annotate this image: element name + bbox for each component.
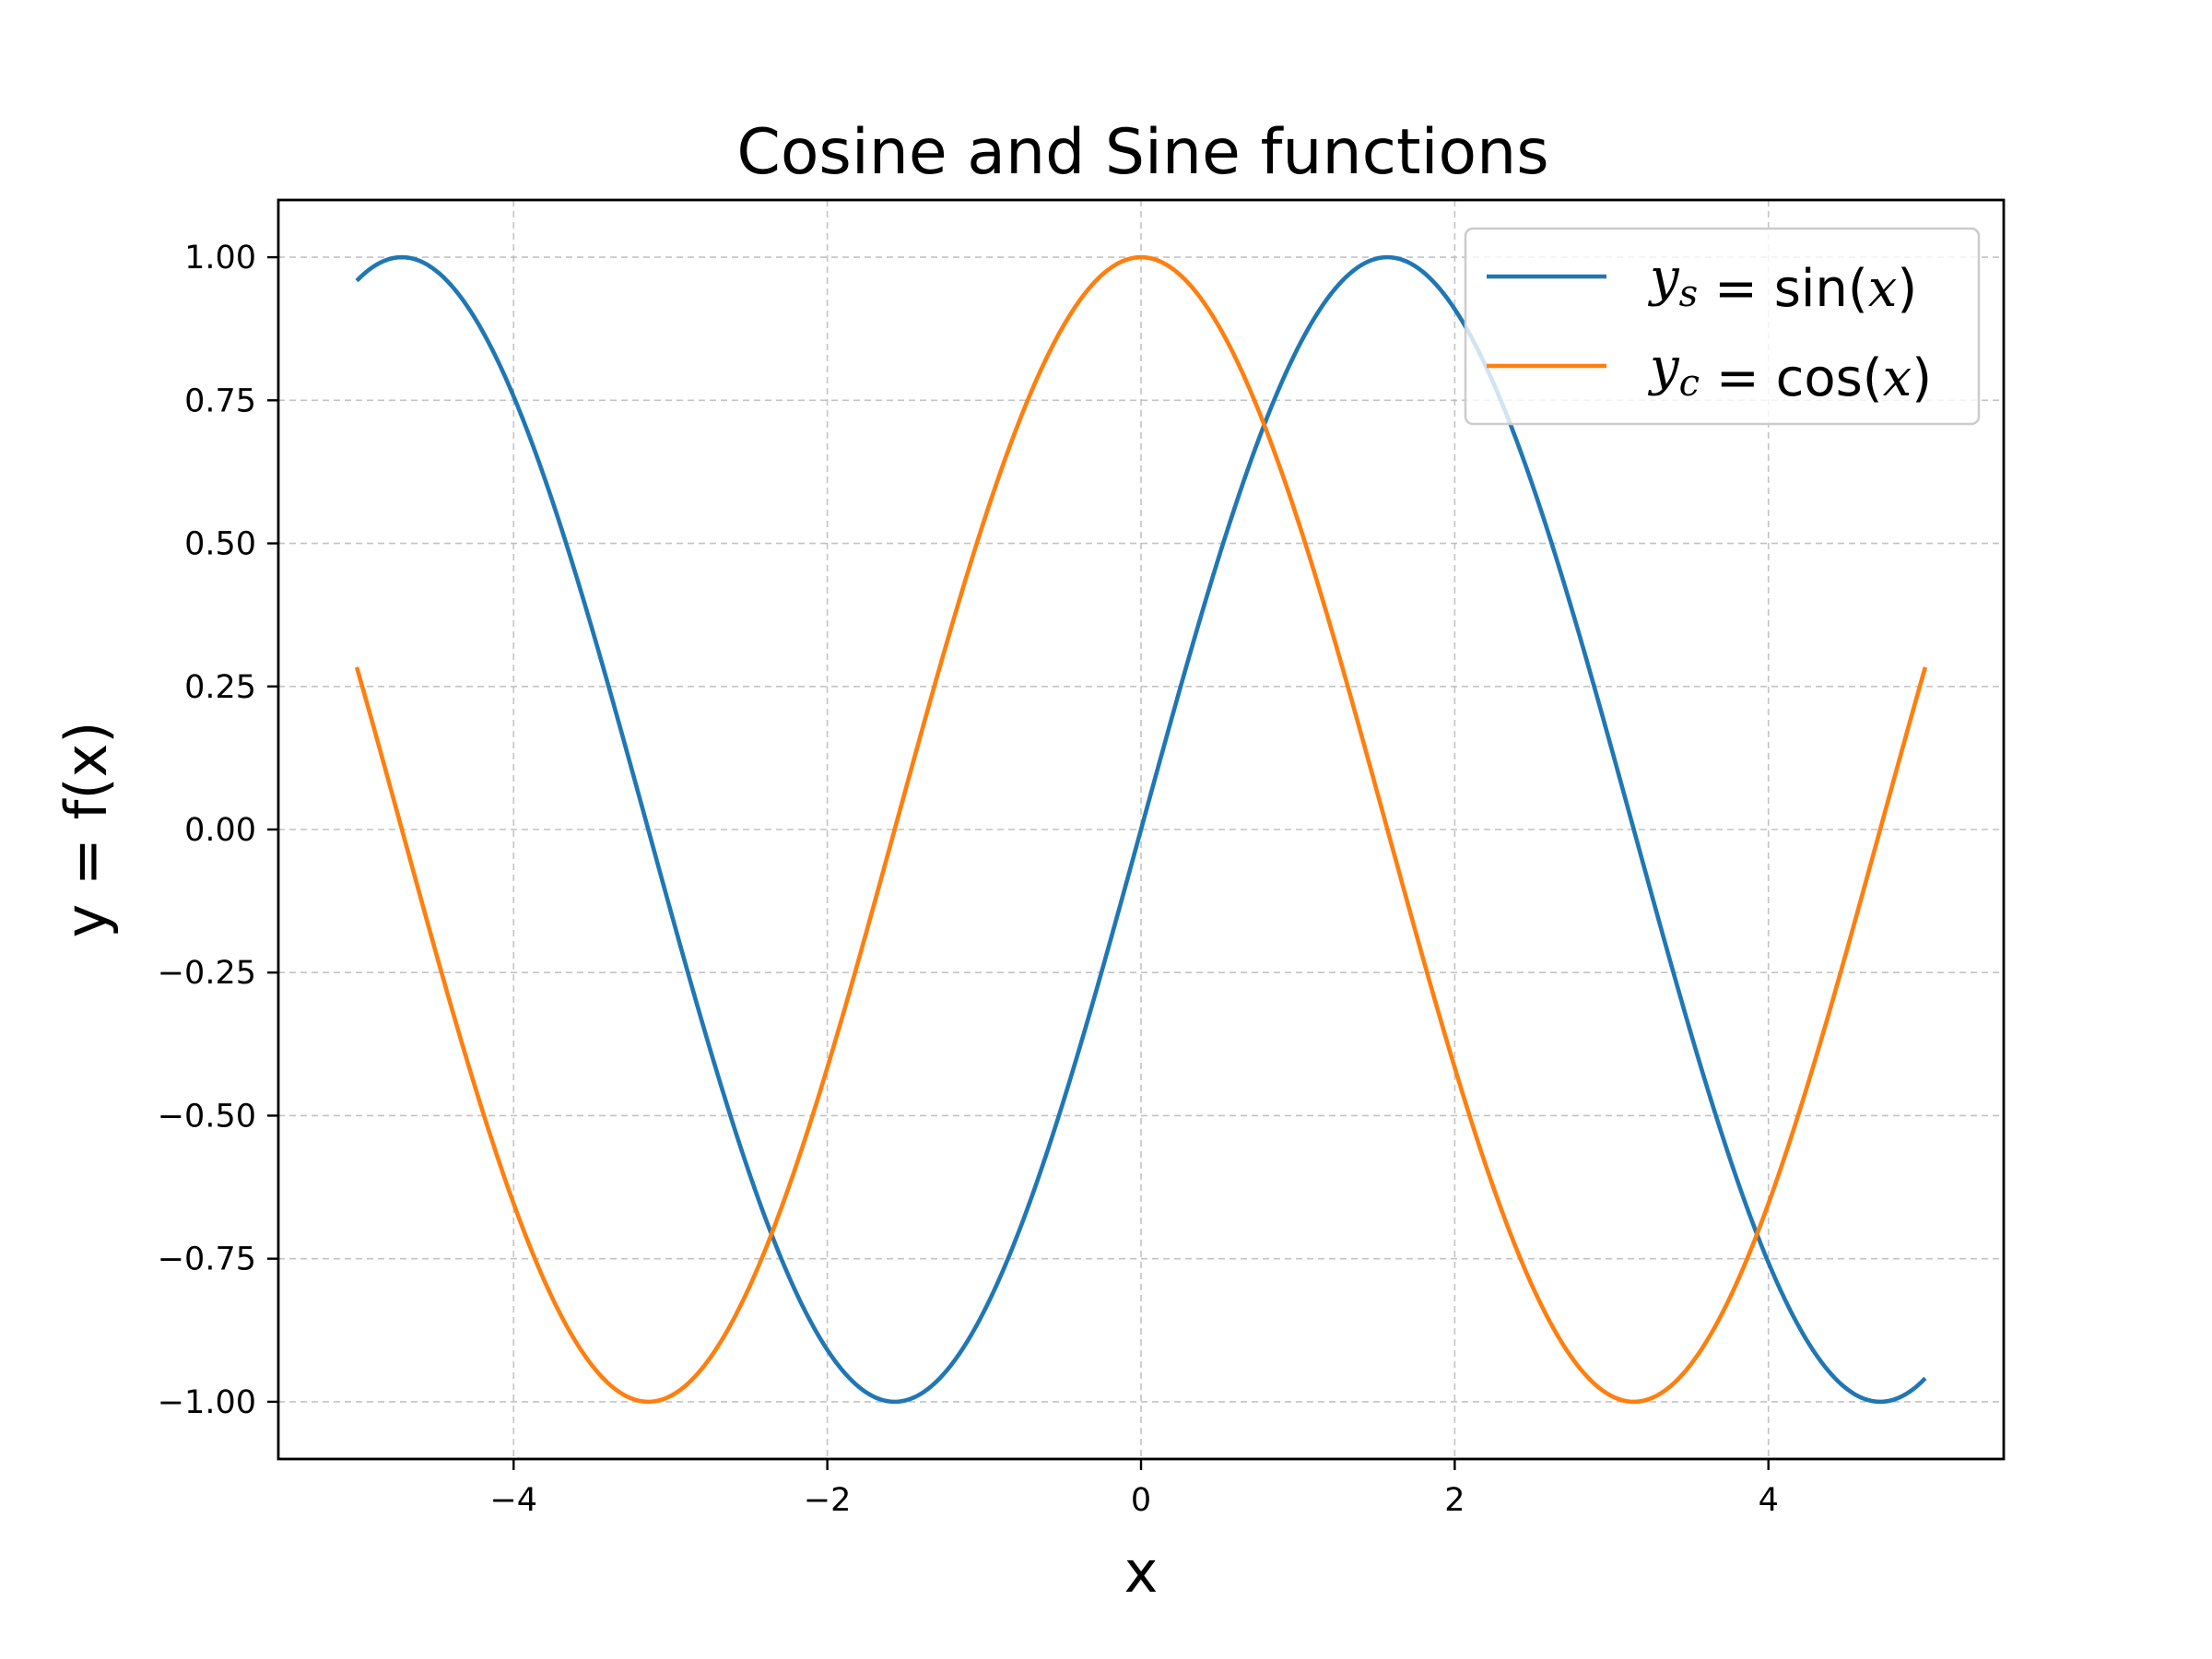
- y-tick-label: −0.50: [158, 1098, 256, 1135]
- series-line-cos: [354, 254, 1928, 1405]
- y-tick-label: 0.25: [184, 669, 256, 706]
- y-tick-label: 1.00: [184, 240, 256, 276]
- x-axis-label: x: [1124, 1538, 1159, 1606]
- y-tick-label: 0.00: [184, 812, 256, 849]
- legend: ys = sin(x) yc = cos(x): [1464, 227, 1981, 426]
- x-tick-label: 2: [1444, 1482, 1465, 1519]
- y-tick-label: 0.75: [184, 382, 256, 419]
- y-axis-label: y = f(x): [53, 722, 120, 938]
- y-tick-label: 0.50: [184, 526, 256, 563]
- x-tick-label: −4: [489, 1482, 537, 1519]
- series-lines: [354, 254, 1928, 1405]
- y-tick-label: −1.00: [158, 1384, 256, 1421]
- x-tick-label: 4: [1759, 1482, 1779, 1519]
- y-tick-label: −0.75: [158, 1241, 256, 1278]
- legend-label-cos: yc = cos(x): [1647, 337, 1932, 408]
- chart-title: Cosine and Sine functions: [736, 116, 1548, 189]
- x-tick-label: 0: [1131, 1482, 1151, 1519]
- y-tick-label: −0.25: [158, 955, 256, 992]
- axis-ticks: −4 −2 0 2 4 1.00 0.75 0.50 0.25 0.00 −0.25 −0.50 −0.…: [158, 240, 1779, 1519]
- x-tick-label: −2: [804, 1482, 852, 1519]
- series-line-sin: [355, 254, 1927, 1405]
- legend-label-sin: ys = sin(x): [1647, 248, 1917, 319]
